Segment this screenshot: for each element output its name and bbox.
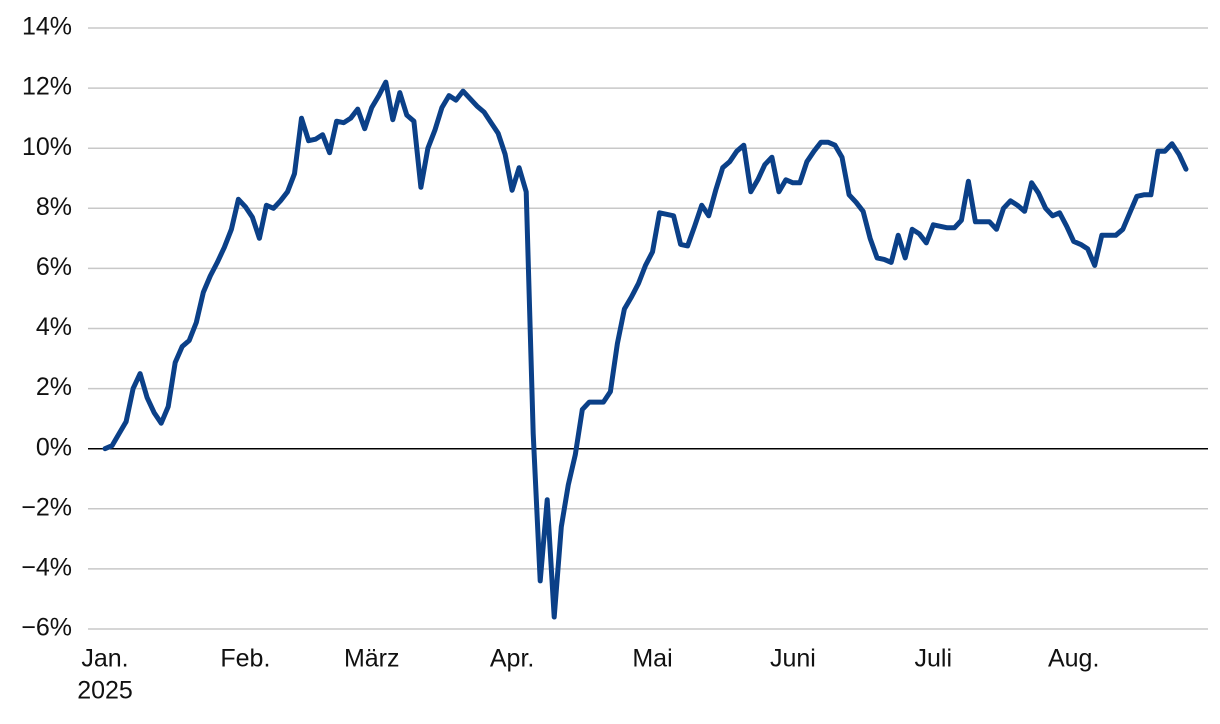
y-tick-label: 14% [22, 13, 72, 41]
y-tick-label: −6% [21, 614, 72, 642]
x-tick-label: Aug. [1048, 645, 1099, 673]
y-tick-label: 0% [36, 433, 72, 461]
x-tick-label: März [344, 645, 400, 673]
y-tick-label: 6% [36, 253, 72, 281]
x-tick-label: Juli [915, 645, 953, 673]
y-tick-label: 10% [22, 133, 72, 161]
x-tick-label: Mai [632, 645, 672, 673]
x-tick-label: Juni [770, 645, 816, 673]
y-tick-label: −4% [21, 554, 72, 582]
y-tick-label: 8% [36, 193, 72, 221]
x-tick-label: Apr. [490, 645, 534, 673]
x-tick-label: Feb. [220, 645, 270, 673]
line-series [102, 79, 1189, 620]
y-tick-label: −2% [21, 493, 72, 521]
year-label: 2025 [77, 677, 133, 705]
y-tick-label: 2% [36, 373, 72, 401]
x-tick-label: Jan. [81, 645, 128, 673]
y-tick-label: 4% [36, 313, 72, 341]
y-tick-label: 12% [22, 73, 72, 101]
